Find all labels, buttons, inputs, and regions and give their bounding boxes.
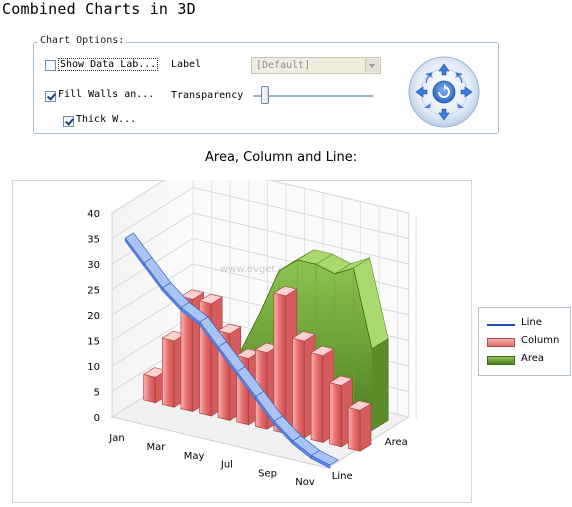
label-dropdown-value: [Default] [256,60,311,71]
column-bar-top [347,400,372,411]
column-bar-front [310,352,324,443]
y-tick-label: 40 [87,209,100,220]
line-series [124,232,339,469]
chart-legend: Line Column Area [478,307,571,376]
x-tick-label: Nov [295,477,315,488]
legend-swatch-area [487,356,515,365]
arrow-right-icon[interactable] [460,86,473,98]
legend-swatch-column [487,338,515,347]
column-bar-front [143,373,156,404]
show-data-labels-checkbox[interactable] [45,60,56,71]
column-bar-front [161,337,175,408]
y-tick-label: 5 [94,388,100,399]
column-bar-top [180,289,205,300]
column-bar-top [310,345,335,357]
rotation-control [408,56,480,128]
transparency-slider-track[interactable] [253,95,373,97]
column-bar-front [292,337,305,439]
column-bar [347,400,372,452]
column-bar-top [217,323,242,335]
y-tick-label: 20 [87,311,100,322]
x-tick-label: Mar [147,442,167,453]
column-bar-side [359,403,372,452]
chart-options-legend: Chart Options: [38,35,127,46]
chevron-down-icon[interactable] [365,59,379,72]
chart-3d: 0 5 10 15 20 25 30 35 40 www.evget.com Jan Mar May Ju… [87,180,417,488]
legend-swatch-line [487,324,515,326]
chart-options-group [33,42,499,134]
fill-walls-checkbox[interactable] [45,91,56,102]
legend-label-area: Area [521,353,545,364]
x-tick-label: May [184,451,205,462]
y-tick-label: 15 [87,337,100,348]
legend-label-column: Column [521,335,560,346]
legend-label-line: Line [521,317,542,328]
column-bar-top [291,331,316,342]
rotate-left-icon[interactable] [425,72,433,84]
y-tick-label: 10 [87,362,100,373]
depth-label-line: Line [332,471,353,482]
column-bar-top [328,375,354,386]
watermark-text: www.evget.com [220,264,300,275]
area-side-face [371,338,389,432]
y-tick-label: 25 [87,286,100,297]
column-bar-front [347,407,361,452]
y-tick-label: 30 [87,260,100,271]
arrow-up-icon[interactable] [438,63,450,76]
column-bar-top [273,285,298,297]
thick-walls-label[interactable]: Thick W... [76,114,137,125]
x-tick-label: Sep [258,468,277,479]
y-tick-label: 0 [94,413,100,424]
label-dropdown[interactable]: [Default] [251,57,381,74]
reset-icon[interactable] [432,80,456,104]
column-series [142,285,372,452]
page-title: Combined Charts in 3D [2,0,196,18]
show-data-labels-label[interactable]: Show Data Lab... [58,58,159,71]
column-bar-top [198,293,223,305]
gridline-y [111,180,409,214]
fill-walls-label[interactable]: Fill Walls an... [58,89,155,100]
arrow-left-icon[interactable] [415,86,428,98]
transparency-label: Transparency [171,90,244,101]
depth-label-area: Area [385,437,408,448]
line-ribbon-face [311,455,331,469]
transparency-slider-thumb[interactable] [261,86,269,104]
thick-walls-checkbox[interactable] [63,116,74,127]
x-tick-label: Jul [220,460,233,471]
rotate-right-icon[interactable] [455,72,463,84]
y-tick-label: 35 [87,235,100,246]
arrow-down-icon[interactable] [438,108,450,121]
x-tick-label: Jan [108,433,124,444]
column-bar-front [329,382,342,448]
label-field-label: Label [171,59,202,70]
chart-title: Area, Column and Line: [205,150,358,165]
